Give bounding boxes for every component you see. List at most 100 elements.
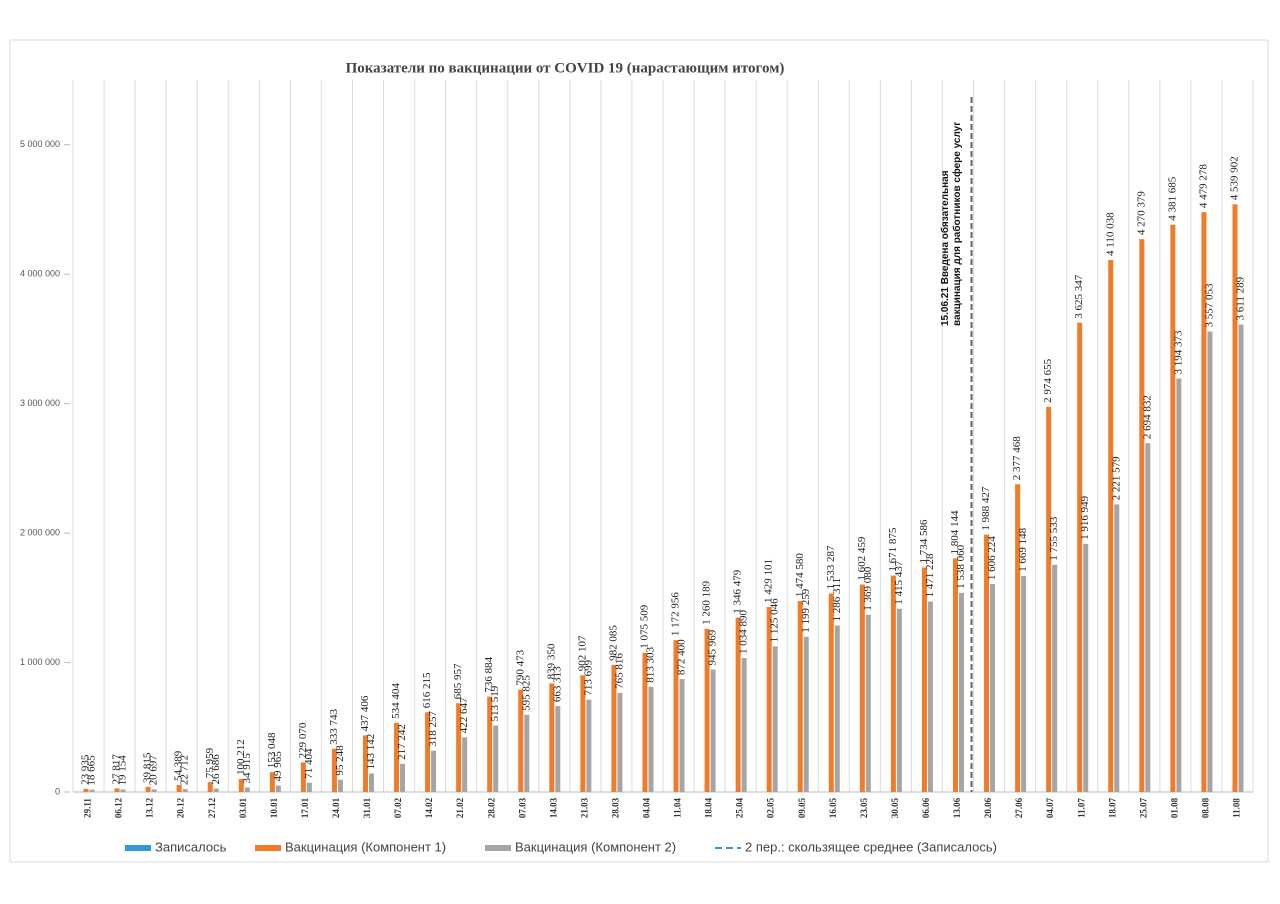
bar — [89, 789, 95, 792]
bar — [1201, 212, 1207, 793]
bar — [363, 735, 368, 792]
data-label: 1 916 949 — [1079, 495, 1091, 540]
bar — [586, 699, 592, 792]
bar — [1114, 504, 1120, 792]
bar — [1145, 443, 1151, 792]
bar — [487, 696, 493, 792]
x-tick-label: 20.06 — [983, 797, 993, 818]
x-tick-label: 23.05 — [859, 797, 869, 818]
data-label: 1 369 080 — [862, 566, 874, 611]
data-label: 1 669 148 — [1017, 527, 1029, 571]
bar — [766, 606, 772, 792]
bar — [1021, 575, 1027, 792]
data-label: 217 242 — [396, 724, 408, 760]
data-label: 3 625 347 — [1073, 274, 1085, 319]
x-tick-label: 07.02 — [393, 797, 403, 818]
data-label: 595 825 — [520, 675, 532, 711]
legend-label: Вакцинация (Компонент 1) — [285, 839, 446, 854]
bar — [518, 689, 524, 792]
data-label: 318 257 — [427, 711, 439, 747]
x-tick-label: 02.05 — [766, 797, 776, 818]
chart-title: Показатели по вакцинации от COVID 19 (на… — [346, 60, 785, 76]
data-label: 4 539 902 — [1229, 156, 1241, 200]
data-label: 71 404 — [303, 748, 315, 779]
bar — [1176, 378, 1182, 792]
data-label: 1 538 060 — [955, 544, 967, 589]
data-label: 1 075 509 — [639, 604, 651, 649]
data-label: 75 959 — [204, 747, 216, 778]
x-tick-label: 06.06 — [921, 797, 931, 818]
bar — [890, 575, 896, 792]
y-tick-label: 0 — [55, 786, 60, 796]
data-label: 1 172 956 — [670, 592, 682, 637]
bar — [431, 750, 437, 792]
data-label: 3 557 053 — [1203, 283, 1215, 328]
data-label: 1 602 459 — [856, 536, 868, 581]
data-label: 685 957 — [452, 663, 464, 699]
data-label: 1 125 046 — [769, 598, 781, 643]
data-label: 19 154 — [117, 755, 129, 786]
x-tick-label: 25.04 — [735, 797, 745, 818]
x-tick-label: 27.06 — [1014, 797, 1024, 818]
data-label: 437 406 — [359, 695, 371, 731]
data-label: 839 350 — [545, 643, 557, 679]
bar — [524, 714, 530, 792]
x-tick-label: 18.04 — [704, 797, 714, 818]
data-label: 813 303 — [645, 646, 657, 682]
data-label: 1 429 101 — [763, 559, 775, 603]
x-tick-label: 25.07 — [1138, 797, 1148, 818]
bar — [425, 712, 431, 792]
x-tick-label: 10.01 — [269, 797, 279, 818]
data-label: 713 699 — [582, 659, 594, 695]
data-label: 4 381 685 — [1166, 176, 1178, 221]
x-tick-label: 13.06 — [952, 797, 962, 818]
bar — [120, 789, 126, 792]
data-label: 4 479 278 — [1197, 164, 1209, 209]
data-label: 2 221 579 — [1110, 456, 1122, 501]
bar — [462, 737, 468, 792]
x-tick-label: 21.03 — [579, 797, 589, 818]
data-label: 2 974 655 — [1042, 358, 1054, 403]
x-tick-label: 24.01 — [331, 797, 341, 818]
data-label: 95 248 — [334, 745, 346, 776]
legend-swatch — [255, 845, 281, 851]
bar — [1077, 322, 1083, 792]
data-label: 26 686 — [210, 754, 222, 785]
bar — [984, 534, 990, 792]
bar — [1170, 224, 1176, 792]
y-tick-label: 2 000 000 — [20, 527, 60, 537]
data-label: 1 415 437 — [893, 560, 905, 605]
data-label: 1 199 259 — [800, 588, 812, 633]
data-label: 736 884 — [483, 656, 495, 692]
annotation-text: вакцинация для работников сфере услуг — [951, 122, 963, 326]
data-label: 1 755 533 — [1048, 516, 1060, 561]
data-label: 1 988 427 — [980, 486, 992, 531]
x-tick-label: 04.07 — [1045, 797, 1055, 818]
bar — [580, 675, 586, 792]
bar — [859, 584, 865, 792]
bar — [151, 789, 157, 792]
data-label: 945 969 — [707, 629, 719, 665]
bar — [642, 652, 648, 792]
data-label: 153 048 — [266, 732, 278, 768]
legend-swatch — [485, 845, 511, 851]
bar — [337, 779, 343, 792]
bar — [648, 686, 654, 792]
y-tick-label: 3 000 000 — [20, 398, 60, 408]
data-label: 20 697 — [148, 755, 160, 786]
data-label: 18 665 — [86, 755, 98, 786]
x-tick-label: 04.04 — [642, 797, 652, 818]
x-tick-label: 28.02 — [486, 797, 496, 818]
x-tick-label: 11.07 — [1076, 798, 1086, 818]
data-label: 1 533 287 — [825, 545, 837, 590]
data-label: 513 519 — [489, 685, 501, 721]
data-label: 1 034 890 — [738, 610, 750, 655]
data-label: 39 815 — [142, 752, 154, 783]
bar — [1238, 324, 1244, 792]
data-label: 902 107 — [576, 635, 588, 671]
x-tick-label: 31.01 — [362, 797, 372, 818]
x-tick-label: 01.08 — [1169, 797, 1179, 818]
x-tick-label: 30.05 — [890, 797, 900, 818]
data-label: 1 346 479 — [732, 569, 744, 614]
